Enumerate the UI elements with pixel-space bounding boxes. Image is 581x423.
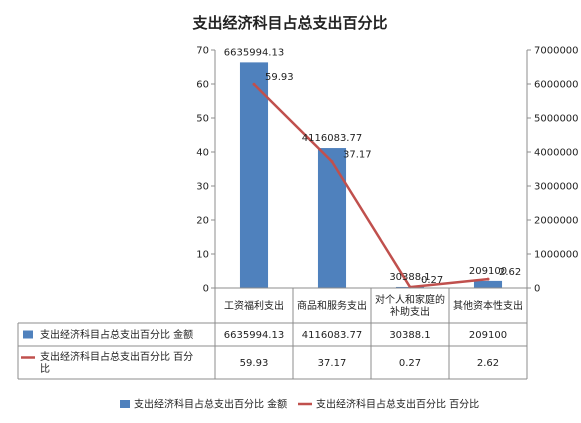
left-tick-label: 70 xyxy=(196,46,209,57)
left-tick-label: 60 xyxy=(196,80,209,91)
legend-key-bar xyxy=(120,400,130,408)
table-cell: 30388.1 xyxy=(389,330,430,341)
right-axis: 0 1000000 2000000 3000000 4000000 5000000 6000… xyxy=(527,46,579,295)
table-legend-key xyxy=(23,330,33,339)
data-labels: 6635994.13 4116083.77 30388.1 209100 59.93 37… xyxy=(224,47,521,286)
right-tick-label: 3000000 xyxy=(534,182,579,193)
left-tick-label: 20 xyxy=(196,216,209,227)
line-path xyxy=(253,83,489,289)
right-tick-label: 6000000 xyxy=(534,80,579,91)
legend-label-bar: 支出经济科目占总支出百分比 金额 xyxy=(134,398,287,411)
table-cell: 0.27 xyxy=(399,358,421,369)
right-tick-label: 7000000 xyxy=(534,46,579,57)
table-cell: 2.62 xyxy=(477,358,499,369)
plot-frame xyxy=(214,50,528,288)
left-axis: 0 10 20 30 40 50 60 70 xyxy=(196,46,215,295)
legend-label-line: 支出经济科目占总支出百分比 百分比 xyxy=(316,398,479,411)
left-tick-label: 30 xyxy=(196,182,209,193)
line-point xyxy=(486,277,490,281)
line-value-label: 0.27 xyxy=(421,275,443,286)
table-cell: 6635994.13 xyxy=(224,330,284,341)
right-tick-label: 2000000 xyxy=(534,216,579,227)
right-tick-label: 4000000 xyxy=(534,148,579,159)
bar-series xyxy=(239,62,503,289)
legend: 支出经济科目占总支出百分比 金额 支出经济科目占总支出百分比 百分比 xyxy=(120,398,479,411)
right-tick-label: 5000000 xyxy=(534,114,579,125)
category-label: 工资福利支出 xyxy=(224,299,284,312)
right-tick-label: 0 xyxy=(534,284,540,295)
bar-value-label: 6635994.13 xyxy=(224,47,284,58)
line-point xyxy=(330,160,334,164)
table-cell: 209100 xyxy=(469,330,507,341)
bar xyxy=(239,62,269,289)
category-label: 其他资本性支出 xyxy=(453,299,523,312)
bar-value-label: 209100 xyxy=(469,266,507,277)
table-series-label: 支出经济科目占总支出百分比 金额 xyxy=(40,328,193,341)
bar xyxy=(317,148,347,288)
line-point xyxy=(252,82,256,86)
category-label: 商品和服务支出 xyxy=(297,299,367,312)
table-cell: 37.17 xyxy=(318,358,347,369)
line-series xyxy=(252,82,490,289)
chart-title: 支出经济科目占总支出百分比 xyxy=(191,14,387,32)
left-tick-label: 50 xyxy=(196,114,209,125)
line-value-label: 37.17 xyxy=(343,150,372,161)
bar-value-label: 30388.1 xyxy=(389,272,430,283)
line-value-label: 2.62 xyxy=(499,267,521,278)
left-tick-label: 40 xyxy=(196,148,209,159)
left-tick-label: 10 xyxy=(196,250,209,261)
right-tick-label: 1000000 xyxy=(534,250,579,261)
table-series-label: 比 xyxy=(40,363,50,375)
table-cell: 4116083.77 xyxy=(302,330,362,341)
left-tick-label: 0 xyxy=(203,284,209,295)
bar xyxy=(473,280,503,288)
table-series-label: 支出经济科目占总支出百分比 百分 xyxy=(40,350,193,363)
bar-value-label: 4116083.77 xyxy=(302,133,362,144)
table-cell: 59.93 xyxy=(240,358,269,369)
line-value-label: 59.93 xyxy=(265,72,294,83)
category-label: 对个人和家庭的 xyxy=(375,293,445,306)
category-label: 补助支出 xyxy=(390,305,430,318)
